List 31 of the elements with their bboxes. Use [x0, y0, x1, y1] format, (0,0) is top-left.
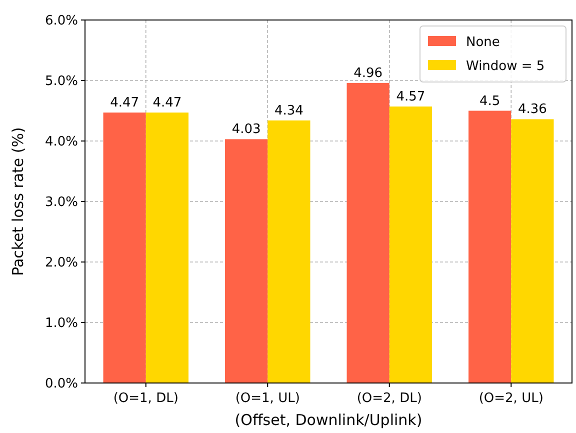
y-tick-label: 6.0% — [44, 14, 78, 29]
data-label: 4.57 — [396, 90, 426, 105]
x-tick-label: (O=2, UL) — [478, 391, 544, 406]
data-label: 4.47 — [152, 96, 182, 111]
x-tick-label: (O=1, UL) — [235, 391, 300, 406]
x-axis-title: (Offset, Downlink/Uplink) — [234, 411, 422, 429]
y-tick-label: 1.0% — [44, 316, 78, 332]
y-axis-title: Packet loss rate (%) — [9, 127, 27, 276]
bar — [511, 119, 554, 383]
bar — [346, 82, 390, 383]
bar — [268, 120, 310, 383]
legend-label: Window = 5 — [466, 59, 545, 74]
x-tick-label: (O=1, DL) — [113, 391, 178, 406]
bar — [468, 110, 512, 383]
data-label: 4.34 — [274, 103, 304, 118]
y-tick-label: 0.0% — [44, 376, 78, 392]
data-label: 4.96 — [354, 66, 383, 81]
y-tick-label: 5.0% — [44, 74, 78, 90]
data-label: 4.5 — [479, 94, 500, 109]
legend-label: None — [466, 35, 500, 50]
x-tick-label: (O=2, DL) — [356, 391, 422, 406]
bar — [146, 112, 188, 383]
y-tick-label: 3.0% — [44, 195, 78, 210]
bar — [225, 139, 268, 383]
bar — [103, 112, 146, 383]
data-label: 4.47 — [110, 96, 140, 111]
data-label: 4.36 — [518, 102, 547, 118]
data-label: 4.03 — [232, 122, 261, 138]
bar — [389, 106, 432, 383]
y-tick-label: 4.0% — [44, 134, 78, 150]
y-tick-label: 2.0% — [44, 256, 78, 271]
